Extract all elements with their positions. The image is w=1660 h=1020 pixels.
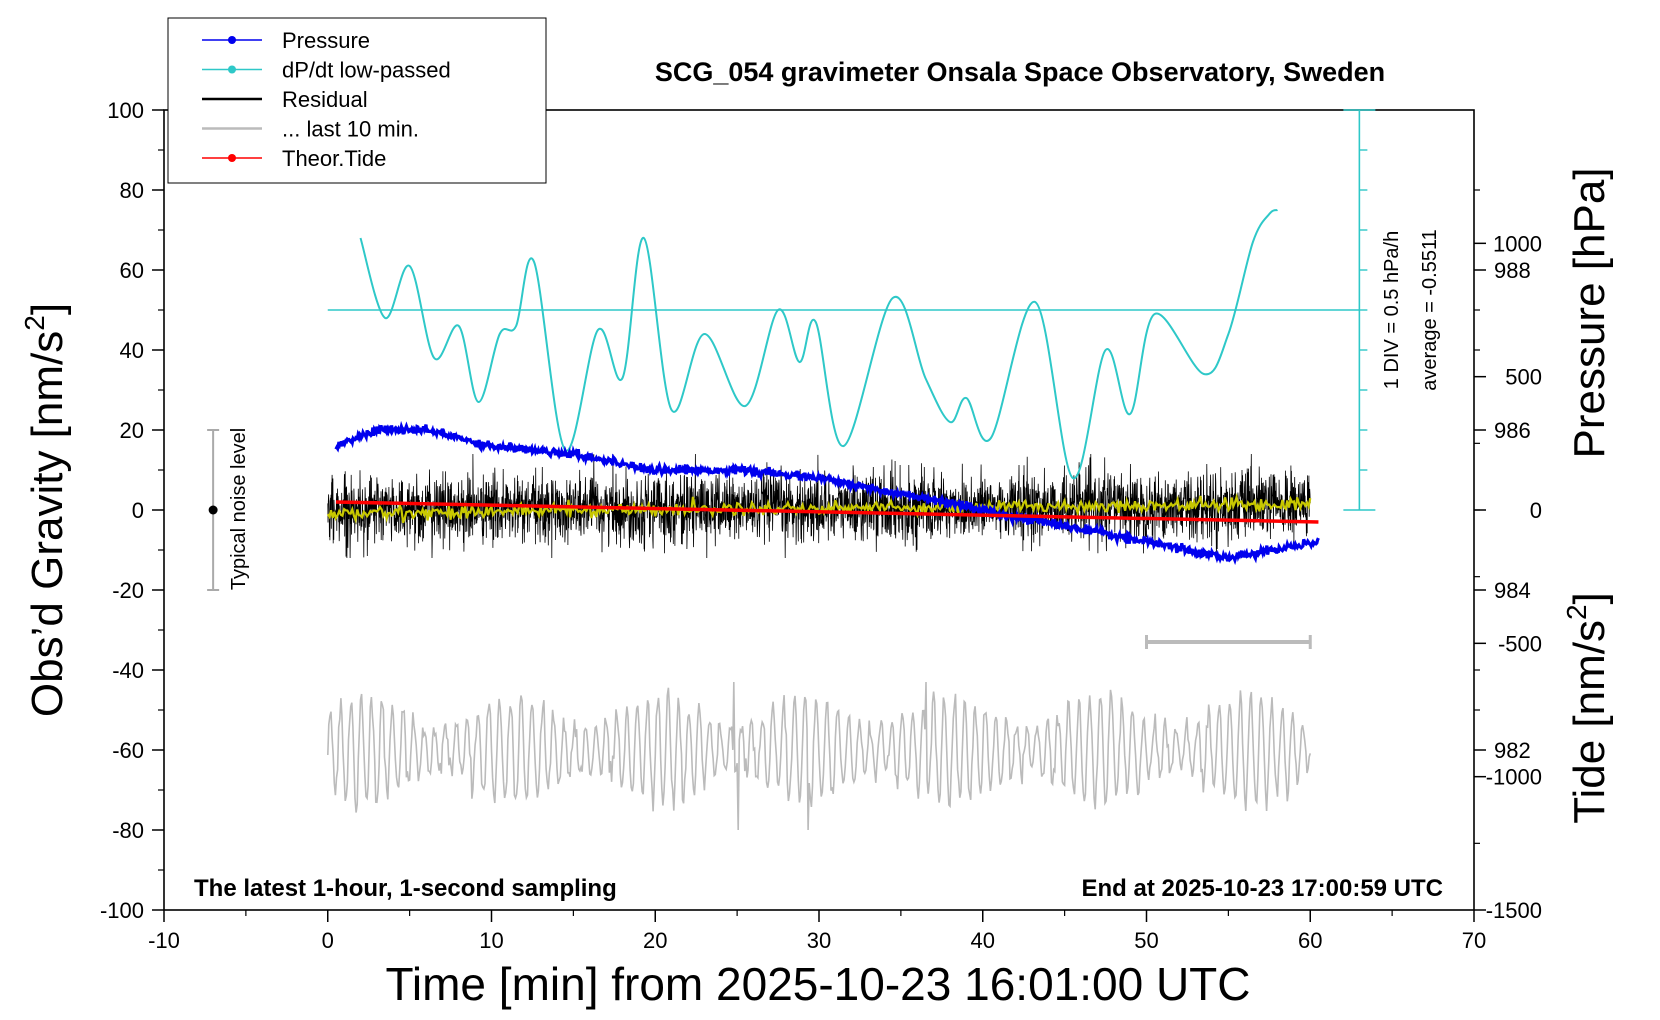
tide-tick-label: 0 [1530, 498, 1542, 523]
annotations [207, 109, 1376, 649]
tide-tick-label: -1000 [1486, 765, 1542, 790]
dpdt-average-label: average = -0.5511 [1419, 229, 1441, 390]
dpdt-series [327, 209, 1360, 480]
legend-swatch-marker [228, 36, 236, 44]
gravity-tick-label: 100 [107, 98, 144, 123]
gravity-axis-ticks: -100 -80 -60 -40 -20 0 20 40 60 80 100 [100, 98, 164, 923]
tide-tick-label: -1500 [1486, 898, 1542, 923]
footer-right-label: End at 2025-10-23 17:00:59 UTC [1082, 875, 1444, 902]
chart-title: SCG_054 gravimeter Onsala Space Observat… [655, 57, 1385, 87]
dpdt-scale-label: 1 DIV = 0.5 hPa/h [1381, 231, 1403, 389]
gravity-tick-label: -80 [112, 818, 144, 843]
x-tick-label: 60 [1298, 928, 1322, 953]
legend-item: Residual [202, 87, 368, 112]
x-tick-label: 50 [1134, 928, 1158, 953]
tide-axis-ticks: -1500 -1000 -500 0 500 1000 [1474, 231, 1542, 923]
footer-left-label: The latest 1-hour, 1-second sampling [194, 875, 617, 902]
gravity-tick-label: 20 [120, 418, 144, 443]
legend-item-label: Theor.Tide [282, 146, 386, 171]
pressure-tick-label: 984 [1494, 578, 1531, 603]
gravity-tick-label: -40 [112, 658, 144, 683]
legend-item-label: Pressure [282, 28, 370, 53]
pressure-tick-label: 988 [1494, 258, 1531, 283]
pressure-line [334, 420, 1320, 566]
tide-tick-label: 1000 [1493, 231, 1542, 256]
gravity-tick-label: 0 [132, 498, 144, 523]
x-tick-label: 70 [1462, 928, 1486, 953]
x-tick-label: 10 [479, 928, 503, 953]
legend-item-label: ... last 10 min. [282, 117, 419, 142]
gravity-tick-label: 80 [120, 178, 144, 203]
x-tick-label: 0 [322, 928, 334, 953]
gravity-tick-label: -100 [100, 898, 144, 923]
legend-item: dP/dt low-passed [202, 58, 451, 83]
pressure-axis-label: Pressure [hPa] [1565, 167, 1614, 458]
pressure-series [334, 420, 1320, 566]
x-tick-label: -10 [148, 928, 180, 953]
legend: Pressure dP/dt low-passed Residual ... last… [167, 17, 547, 184]
tide-axis-label-sup: 2 [1561, 604, 1592, 620]
tide-axis-label-text: Tide [nm/s [1565, 620, 1614, 824]
dpdt-line [359, 209, 1278, 480]
pressure-axis-ticks: 982 984 986 988 [1474, 189, 1531, 763]
legend-swatch-marker [228, 154, 236, 162]
pressure-tick-label: 982 [1494, 738, 1531, 763]
tide-axis-label-close: ] [1565, 592, 1614, 604]
gravity-axis-label: Obs’d Gravity [nm/s2] [19, 303, 72, 717]
legend-item-label: Residual [282, 87, 368, 112]
gravity-axis-label-text: Obs’d Gravity [nm/s [23, 331, 72, 717]
legend-item: Theor.Tide [202, 146, 386, 171]
noise-bar-center-dot [208, 505, 218, 515]
gravity-axis-label-close: ] [23, 303, 72, 315]
legend-swatch-marker [228, 65, 236, 74]
gravity-axis-label-sup: 2 [19, 315, 50, 331]
residual-line [327, 453, 1311, 559]
tide-tick-label: -500 [1498, 631, 1542, 656]
legend-item-label: dP/dt low-passed [282, 58, 451, 83]
theoretical-tide-series [335, 500, 1319, 524]
x-axis-label: Time [min] from 2025-10-23 16:01:00 UTC [386, 958, 1251, 1010]
x-tick-label: 20 [643, 928, 667, 953]
tide-axis-label: Tide [nm/s2] [1561, 592, 1614, 824]
legend-item: Pressure [202, 28, 370, 53]
last-10-min-line [327, 681, 1312, 831]
noise-level-label: Typical noise level [228, 428, 250, 590]
gravity-tick-label: -60 [112, 738, 144, 763]
tide-line [335, 500, 1319, 524]
tide-tick-label: 500 [1505, 365, 1542, 390]
last-10-min-series [327, 681, 1312, 831]
legend-item: ... last 10 min. [202, 117, 419, 142]
x-tick-label: 40 [971, 928, 995, 953]
x-tick-label: 30 [807, 928, 831, 953]
pressure-tick-label: 986 [1494, 418, 1531, 443]
x-axis-ticks: -10 0 10 20 30 40 50 60 70 [148, 910, 1486, 953]
gravity-tick-label: 40 [120, 338, 144, 363]
gravity-tick-label: 60 [120, 258, 144, 283]
gravity-tick-label: -20 [112, 578, 144, 603]
